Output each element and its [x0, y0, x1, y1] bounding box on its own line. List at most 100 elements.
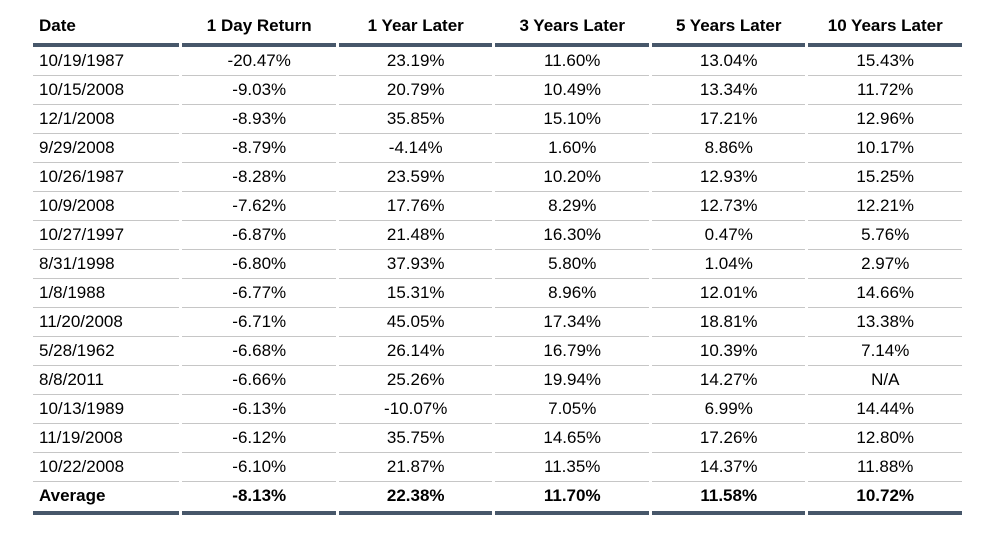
value-cell: 17.76%: [338, 192, 493, 221]
value-cell: 15.10%: [495, 105, 649, 134]
value-cell: 7.14%: [808, 337, 962, 366]
date-cell: 10/15/2008: [33, 76, 180, 105]
value-cell: 12.73%: [651, 192, 806, 221]
date-cell: 10/19/1987: [33, 47, 180, 76]
value-cell: -6.71%: [182, 308, 336, 337]
value-cell: 35.85%: [338, 105, 493, 134]
date-cell: 11/19/2008: [33, 424, 180, 453]
header-row: Date 1 Day Return 1 Year Later 3 Years Late…: [33, 13, 962, 47]
date-cell: 9/29/2008: [33, 134, 180, 163]
value-cell: 5.80%: [495, 250, 649, 279]
average-row: Average -8.13% 22.38% 11.70% 11.58% 10.72%: [33, 482, 962, 515]
value-cell: -6.68%: [182, 337, 336, 366]
date-cell: 10/22/2008: [33, 453, 180, 482]
column-header: 1 Year Later: [338, 13, 493, 47]
value-cell: 8.86%: [651, 134, 806, 163]
date-cell: 11/20/2008: [33, 308, 180, 337]
value-cell: 7.05%: [495, 395, 649, 424]
value-cell: 10.20%: [495, 163, 649, 192]
table-row: 10/19/1987 -20.47% 23.19% 11.60% 13.04% 15.43…: [33, 47, 962, 76]
value-cell: -6.77%: [182, 279, 336, 308]
value-cell: -6.12%: [182, 424, 336, 453]
value-cell: 10.49%: [495, 76, 649, 105]
value-cell: 37.93%: [338, 250, 493, 279]
date-cell: 5/28/1962: [33, 337, 180, 366]
column-header: Date: [33, 13, 180, 47]
value-cell: 14.27%: [651, 366, 806, 395]
value-cell: 0.47%: [651, 221, 806, 250]
value-cell: 12.80%: [808, 424, 962, 453]
value-cell: 20.79%: [338, 76, 493, 105]
average-value-cell: -8.13%: [182, 482, 336, 515]
average-label: Average: [33, 482, 180, 515]
value-cell: -6.10%: [182, 453, 336, 482]
table-row: 10/15/2008 -9.03% 20.79% 10.49% 13.34% 11.72%: [33, 76, 962, 105]
table-row: 9/29/2008 -8.79% -4.14% 1.60% 8.86% 10.17%: [33, 134, 962, 163]
average-value-cell: 11.70%: [495, 482, 649, 515]
value-cell: -8.79%: [182, 134, 336, 163]
date-cell: 10/26/1987: [33, 163, 180, 192]
date-cell: 12/1/2008: [33, 105, 180, 134]
date-cell: 8/8/2011: [33, 366, 180, 395]
value-cell: -9.03%: [182, 76, 336, 105]
value-cell: 1.60%: [495, 134, 649, 163]
value-cell: 13.34%: [651, 76, 806, 105]
date-cell: 10/13/1989: [33, 395, 180, 424]
value-cell: 12.21%: [808, 192, 962, 221]
value-cell: 45.05%: [338, 308, 493, 337]
value-cell: -20.47%: [182, 47, 336, 76]
table-row: 8/8/2011 -6.66% 25.26% 19.94% 14.27% N/A: [33, 366, 962, 395]
value-cell: 11.60%: [495, 47, 649, 76]
value-cell: -4.14%: [338, 134, 493, 163]
value-cell: 13.38%: [808, 308, 962, 337]
table-row: 10/26/1987 -8.28% 23.59% 10.20% 12.93% 15.25%: [33, 163, 962, 192]
table-row: 5/28/1962 -6.68% 26.14% 16.79% 10.39% 7.14%: [33, 337, 962, 366]
table-row: 10/13/1989 -6.13% -10.07% 7.05% 6.99% 14.44%: [33, 395, 962, 424]
market-returns-table: Date 1 Day Return 1 Year Later 3 Years Late…: [30, 13, 965, 515]
value-cell: -6.87%: [182, 221, 336, 250]
table-row: 10/22/2008 -6.10% 21.87% 11.35% 14.37% 11.88%: [33, 453, 962, 482]
average-value-cell: 11.58%: [651, 482, 806, 515]
table-row: 10/27/1997 -6.87% 21.48% 16.30% 0.47% 5.76%: [33, 221, 962, 250]
value-cell: 15.43%: [808, 47, 962, 76]
value-cell: -7.62%: [182, 192, 336, 221]
value-cell: 14.37%: [651, 453, 806, 482]
value-cell: 5.76%: [808, 221, 962, 250]
value-cell: 25.26%: [338, 366, 493, 395]
value-cell: 2.97%: [808, 250, 962, 279]
average-value-cell: 22.38%: [338, 482, 493, 515]
table-row: 11/20/2008 -6.71% 45.05% 17.34% 18.81% 13.38%: [33, 308, 962, 337]
value-cell: 8.96%: [495, 279, 649, 308]
table-row: 1/8/1988 -6.77% 15.31% 8.96% 12.01% 14.66%: [33, 279, 962, 308]
value-cell: -8.28%: [182, 163, 336, 192]
value-cell: 18.81%: [651, 308, 806, 337]
value-cell: 21.48%: [338, 221, 493, 250]
value-cell: 17.34%: [495, 308, 649, 337]
date-cell: 10/27/1997: [33, 221, 180, 250]
value-cell: 14.66%: [808, 279, 962, 308]
value-cell: 23.59%: [338, 163, 493, 192]
value-cell: 35.75%: [338, 424, 493, 453]
value-cell: 10.17%: [808, 134, 962, 163]
value-cell: -8.93%: [182, 105, 336, 134]
value-cell: 12.96%: [808, 105, 962, 134]
value-cell: 15.25%: [808, 163, 962, 192]
date-cell: 8/31/1998: [33, 250, 180, 279]
value-cell: 11.88%: [808, 453, 962, 482]
value-cell: 11.72%: [808, 76, 962, 105]
value-cell: 14.65%: [495, 424, 649, 453]
value-cell: 12.01%: [651, 279, 806, 308]
value-cell: 23.19%: [338, 47, 493, 76]
table-row: 10/9/2008 -7.62% 17.76% 8.29% 12.73% 12.21%: [33, 192, 962, 221]
date-cell: 10/9/2008: [33, 192, 180, 221]
column-header: 3 Years Later: [495, 13, 649, 47]
value-cell: 12.93%: [651, 163, 806, 192]
value-cell: 19.94%: [495, 366, 649, 395]
value-cell: 21.87%: [338, 453, 493, 482]
value-cell: -10.07%: [338, 395, 493, 424]
value-cell: -6.80%: [182, 250, 336, 279]
table-body: 10/19/1987 -20.47% 23.19% 11.60% 13.04% 15.43…: [33, 47, 962, 515]
value-cell: 11.35%: [495, 453, 649, 482]
value-cell: 8.29%: [495, 192, 649, 221]
value-cell: -6.13%: [182, 395, 336, 424]
